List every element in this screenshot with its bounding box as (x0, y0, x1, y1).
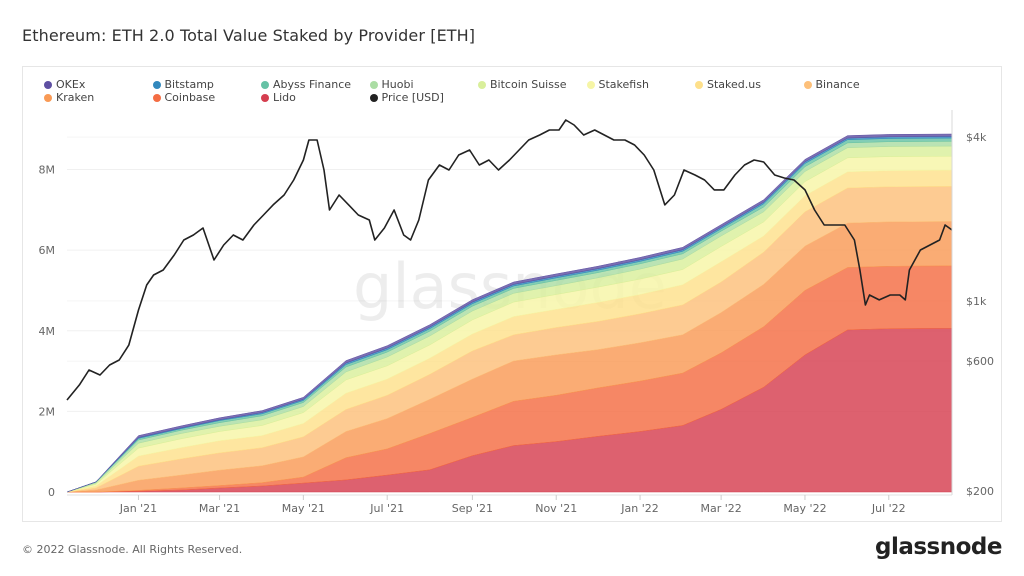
legend-label: Price [USD] (381, 91, 444, 104)
left-axis-tick-label: 2M (39, 405, 56, 418)
legend-swatch (44, 93, 52, 102)
legend-swatch (803, 80, 812, 89)
legend-swatch (586, 80, 595, 89)
x-axis-tick-label: Mar '21 (199, 502, 240, 515)
legend-swatch (478, 80, 486, 89)
legend-label: Coinbase (164, 91, 216, 104)
price-line-group (66, 119, 953, 401)
price-line (66, 119, 953, 401)
chart-title: Ethereum: ETH 2.0 Total Value Staked by … (22, 26, 476, 45)
right-axis-tick-label: $600 (966, 355, 994, 368)
x-axis-tick-label: Mar '22 (700, 502, 741, 515)
right-axis-tick-label: $4k (966, 131, 987, 144)
legend-item-stakefish[interactable]: Stakefish (586, 78, 649, 91)
legend-item-bitstamp[interactable]: Bitstamp (152, 78, 214, 91)
legend-item-price-usd-[interactable]: Price [USD] (369, 91, 444, 104)
glassnode-logo: glassnode (875, 534, 1003, 560)
legend-item-coinbase[interactable]: Coinbase (152, 91, 216, 104)
legend-item-abyss-finance[interactable]: Abyss Finance (261, 78, 351, 91)
legend-item-okex[interactable]: OKEx (44, 78, 85, 91)
legend-swatch (152, 80, 161, 89)
x-axis-tick-label: May '21 (282, 502, 325, 515)
legend-swatch (369, 93, 378, 102)
legend-item-lido[interactable]: Lido (261, 91, 296, 104)
chart-frame (22, 66, 1002, 522)
legend-label: Lido (273, 91, 296, 104)
x-axis-tick-label: Sep '21 (452, 502, 493, 515)
copyright-footer: © 2022 Glassnode. All Rights Reserved. (22, 543, 243, 556)
legend-label: Binance (815, 78, 860, 91)
legend-item-bitcoin-suisse[interactable]: Bitcoin Suisse (478, 78, 566, 91)
left-axis-tick-label: 8M (39, 164, 56, 177)
left-axis-tick-label: 0 (48, 486, 55, 499)
legend-swatch (261, 80, 269, 89)
x-axis-tick-label: Jan '21 (119, 502, 157, 515)
legend-label: Bitstamp (164, 78, 214, 91)
legend-swatch (261, 93, 269, 102)
legend-item-staked-us[interactable]: Staked.us (695, 78, 761, 91)
x-axis-tick-label: May '22 (783, 502, 826, 515)
x-axis-tick-label: Jul '22 (871, 502, 906, 515)
legend-swatch (152, 93, 161, 102)
stacked-areas (66, 133, 953, 493)
left-axis-ticks: 0 2M 4M 6M 8M (39, 164, 56, 500)
legend-label: Staked.us (707, 78, 761, 91)
right-axis-tick-label: $200 (966, 485, 994, 498)
legend-label: OKEx (56, 78, 86, 91)
x-axis-ticks: Jan '21 Mar '21 May '21 Jul '21 Sep '21 Nov '… (119, 495, 906, 515)
legend-item-binance[interactable]: Binance (803, 78, 860, 91)
legend-label: Abyss Finance (273, 78, 352, 91)
legend-swatch (44, 80, 52, 89)
right-axis-tick-label: $1k (966, 295, 987, 308)
x-axis-tick-label: Nov '21 (535, 502, 577, 515)
legend-label: Bitcoin Suisse (490, 78, 567, 91)
x-axis-tick-label: Jan '22 (620, 502, 658, 515)
right-axis-ticks: $200 $600 $1k $4k (966, 131, 994, 498)
legend-item-huobi[interactable]: Huobi (369, 78, 414, 91)
legend-label: Huobi (381, 78, 414, 91)
legend-item-kraken[interactable]: Kraken (44, 91, 94, 104)
left-axis-tick-label: 6M (39, 244, 56, 257)
legend-swatch (369, 80, 378, 89)
legend-label: Stakefish (598, 78, 649, 91)
legend-label: Kraken (56, 91, 95, 104)
legend-swatch (695, 80, 703, 89)
left-axis-tick-label: 4M (39, 325, 56, 338)
x-axis-tick-label: Jul '21 (369, 502, 404, 515)
